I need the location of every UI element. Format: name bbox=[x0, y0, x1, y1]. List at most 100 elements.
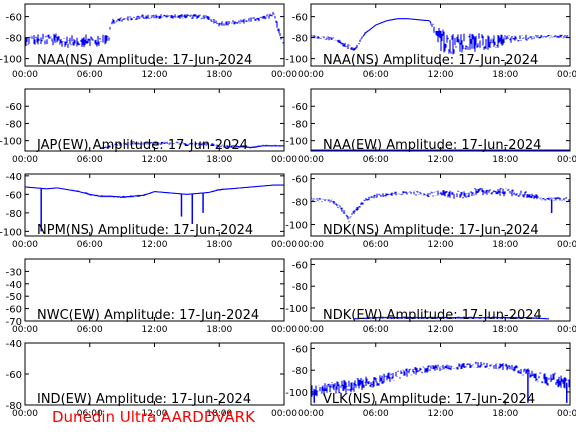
y-tick-label: -100 bbox=[0, 55, 22, 66]
y-tick-label: -80 bbox=[292, 34, 308, 45]
x-tick-label: 00:00 bbox=[12, 409, 38, 419]
x-tick-label: 00:00 bbox=[271, 240, 297, 250]
y-tick-label: -40 bbox=[6, 280, 22, 291]
chart-title: NDK(NS) Amplitude: 17-Jun-2024 bbox=[323, 223, 539, 238]
x-tick-label: 12:00 bbox=[142, 155, 168, 165]
y-tick-label: -100 bbox=[285, 221, 308, 232]
x-tick-label: 06:00 bbox=[77, 409, 103, 419]
y-tick-label: -100 bbox=[285, 304, 308, 315]
amplitude-trace-1 bbox=[25, 184, 284, 198]
x-tick-label: 12:00 bbox=[428, 240, 454, 250]
x-tick-label: 00:00 bbox=[557, 325, 576, 335]
x-tick-label: 06:00 bbox=[77, 240, 103, 250]
chart-panel-1: -60 -80 -100 00:00 06:00 12:00 18:00 00:00 NAA(N… bbox=[0, 3, 297, 80]
footer-credit: Dunedin Ultra AARDDVARK bbox=[52, 408, 255, 426]
x-tick-label: 18:00 bbox=[492, 325, 518, 335]
amplitude-trace-1 bbox=[100, 141, 284, 149]
chart-title: NAA(EW) Amplitude: 17-Jun-2024 bbox=[323, 138, 541, 153]
x-tick-label: 06:00 bbox=[363, 155, 389, 165]
y-tick-label: -80 bbox=[6, 401, 22, 412]
x-tick-label: 00:00 bbox=[12, 325, 38, 335]
x-tick-label: 18:00 bbox=[206, 409, 232, 419]
x-tick-label: 00:00 bbox=[557, 409, 576, 419]
y-tick-label: -80 bbox=[6, 34, 22, 45]
x-tick-label: 18:00 bbox=[206, 240, 232, 250]
x-tick-label: 18:00 bbox=[492, 409, 518, 419]
x-tick-label: 06:00 bbox=[77, 155, 103, 165]
chart-panel-8: -60 -80 -100 00:00 06:00 12:00 18:00 00:00 NDK(E… bbox=[285, 258, 576, 335]
trace-group bbox=[25, 184, 284, 232]
chart-title: IND(EW) Amplitude: 17-Jun-2024 bbox=[37, 392, 251, 407]
y-tick-label: -100 bbox=[285, 137, 308, 148]
x-tick-label: 00:00 bbox=[557, 240, 576, 250]
y-tick-label: -60 bbox=[6, 370, 22, 381]
x-tick-label: 06:00 bbox=[363, 240, 389, 250]
chart-title: NAA(NS) Amplitude: 17-Jun-2024 bbox=[323, 53, 538, 68]
trace-group bbox=[311, 361, 570, 403]
chart-panel-3: -60 -80 -100 00:00 06:00 12:00 18:00 00:00 JAP(E… bbox=[0, 88, 297, 165]
x-tick-label: 12:00 bbox=[428, 409, 454, 419]
y-tick-label: -80 bbox=[6, 119, 22, 130]
x-tick-label: 00:00 bbox=[298, 240, 324, 250]
x-tick-label: 00:00 bbox=[271, 409, 297, 419]
chart-panel-10: -60 -80 -100 00:00 06:00 12:00 18:00 00:00 VLK(N… bbox=[285, 342, 576, 419]
x-tick-label: 12:00 bbox=[142, 240, 168, 250]
x-tick-label: 00:00 bbox=[557, 70, 576, 80]
x-tick-label: 06:00 bbox=[77, 70, 103, 80]
y-tick-label: -60 bbox=[6, 305, 22, 316]
x-tick-label: 00:00 bbox=[298, 325, 324, 335]
x-tick-label: 12:00 bbox=[142, 325, 168, 335]
y-tick-label: -80 bbox=[6, 209, 22, 220]
y-tick-label: -60 bbox=[6, 190, 22, 201]
chart-title: NWC(EW) Amplitude: 17-Jun-2024 bbox=[37, 308, 259, 323]
x-tick-label: 00:00 bbox=[12, 70, 38, 80]
y-tick-label: -60 bbox=[292, 175, 308, 186]
x-tick-label: 00:00 bbox=[298, 70, 324, 80]
y-tick-label: -60 bbox=[292, 260, 308, 271]
x-tick-label: 12:00 bbox=[142, 409, 168, 419]
trace-group bbox=[311, 187, 570, 223]
amplitude-trace-1 bbox=[25, 12, 284, 48]
x-tick-label: 00:00 bbox=[12, 155, 38, 165]
trace-group bbox=[100, 141, 284, 149]
x-tick-label: 00:00 bbox=[12, 240, 38, 250]
y-tick-label: -60 bbox=[292, 102, 308, 113]
x-tick-label: 00:00 bbox=[271, 70, 297, 80]
x-tick-label: 00:00 bbox=[298, 155, 324, 165]
x-tick-label: 00:00 bbox=[298, 409, 324, 419]
chart-panel-5: -40 -60 -80 -100 00:00 06:00 12:00 18:00 00:00 NP… bbox=[0, 172, 297, 250]
x-tick-label: 18:00 bbox=[492, 155, 518, 165]
y-tick-label: -100 bbox=[0, 227, 22, 238]
y-tick-label: -80 bbox=[292, 366, 308, 377]
x-tick-label: 12:00 bbox=[428, 155, 454, 165]
y-tick-label: -60 bbox=[6, 13, 22, 24]
y-tick-label: -60 bbox=[292, 13, 308, 24]
x-tick-label: 00:00 bbox=[557, 155, 576, 165]
chart-panel-4: -60 -80 -100 00:00 06:00 12:00 18:00 00:00 NAA(E… bbox=[285, 88, 576, 165]
x-tick-label: 18:00 bbox=[206, 70, 232, 80]
x-tick-label: 18:00 bbox=[206, 155, 232, 165]
chart-title: VLK(NS) Amplitude: 17-Jun-2024 bbox=[323, 392, 535, 407]
trace-group bbox=[25, 12, 284, 48]
chart-title: NAA(NS) Amplitude: 17-Jun-2024 bbox=[37, 53, 252, 68]
x-tick-label: 18:00 bbox=[492, 240, 518, 250]
x-tick-label: 06:00 bbox=[363, 70, 389, 80]
chart-title: NPM(NS) Amplitude: 17-Jun-2024 bbox=[37, 223, 253, 238]
x-tick-label: 12:00 bbox=[142, 70, 168, 80]
x-tick-label: 18:00 bbox=[492, 70, 518, 80]
y-tick-label: -40 bbox=[6, 339, 22, 350]
x-tick-label: 06:00 bbox=[363, 325, 389, 335]
chart-panel-2: -60 -80 -100 00:00 06:00 12:00 18:00 00:00 NAA(N… bbox=[285, 3, 576, 80]
trace-group bbox=[311, 18, 570, 55]
y-tick-label: -30 bbox=[6, 267, 22, 278]
y-tick-label: -100 bbox=[285, 388, 308, 399]
x-tick-label: 18:00 bbox=[206, 325, 232, 335]
y-tick-label: -50 bbox=[6, 292, 22, 303]
y-tick-label: -70 bbox=[6, 317, 22, 328]
y-tick-label: -80 bbox=[292, 119, 308, 130]
x-tick-label: 12:00 bbox=[428, 325, 454, 335]
